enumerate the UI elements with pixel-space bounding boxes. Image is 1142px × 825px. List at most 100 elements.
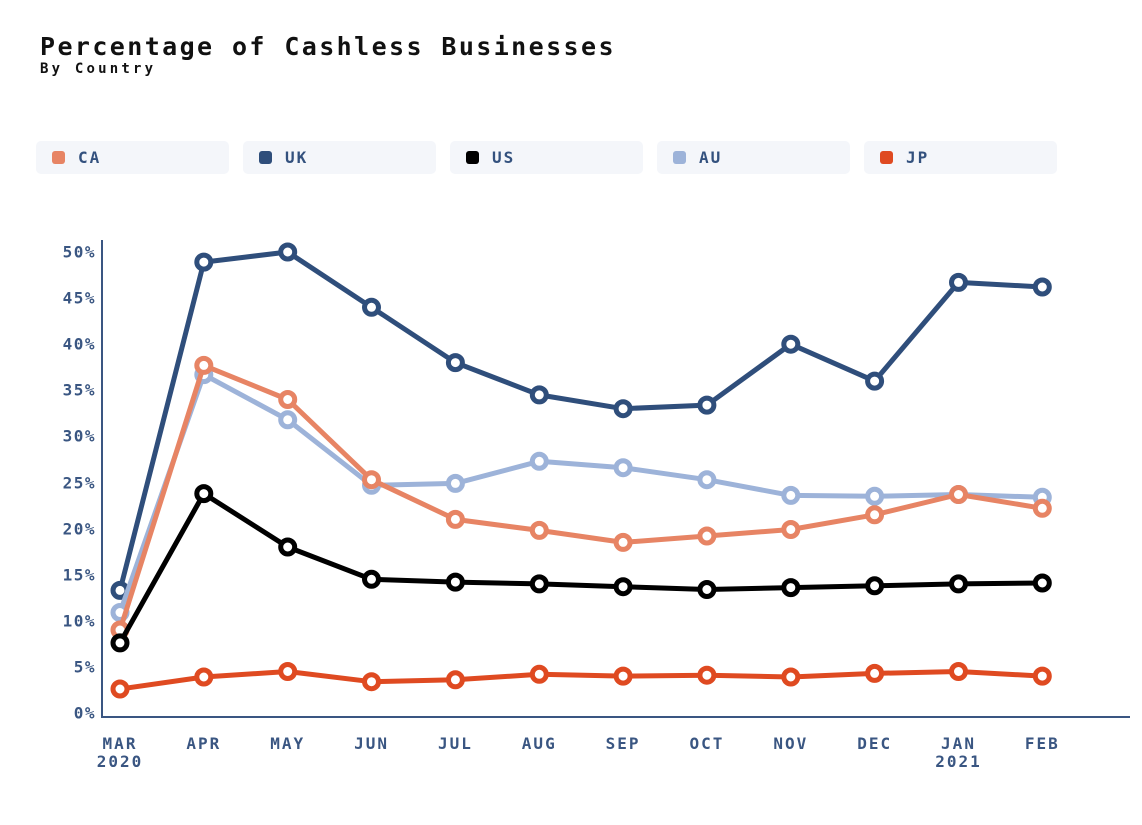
legend-label: US: [492, 148, 516, 167]
data-point-uk-nov: [781, 334, 801, 354]
legend-swatch-jp: [880, 151, 893, 164]
data-point-jp-dec: [865, 663, 885, 683]
data-point-uk-dec: [865, 371, 885, 391]
x-tick-label: MAR: [102, 734, 138, 753]
y-tick-label: 50%: [62, 242, 96, 262]
legend-item-us[interactable]: US: [450, 141, 643, 174]
series-line-uk: [117, 249, 1043, 592]
data-point-uk-jun: [362, 297, 381, 317]
series-line-jp: [119, 669, 1043, 692]
x-year-label: 2021: [935, 752, 982, 771]
data-point-au-nov: [781, 485, 801, 505]
data-point-uk-apr: [194, 252, 214, 272]
y-tick-label: 10%: [62, 611, 96, 631]
data-point-us-mar: [110, 633, 130, 653]
legend-item-jp[interactable]: JP: [864, 141, 1057, 174]
data-point-uk-sep: [613, 399, 633, 419]
data-point-us-dec: [865, 576, 885, 596]
data-point-us-jan: [949, 574, 968, 594]
data-point-jp-aug: [529, 664, 549, 684]
series-line-ca: [117, 362, 1043, 631]
legend-label: AU: [699, 148, 723, 167]
data-point-au-jul: [445, 473, 465, 493]
data-point-us-may: [278, 537, 298, 557]
x-tick-label: APR: [186, 734, 222, 753]
data-point-au-mar: [110, 603, 130, 622]
x-tick-label: DEC: [857, 734, 893, 753]
data-point-ca-feb: [1032, 498, 1052, 518]
data-point-au-apr: [194, 365, 214, 385]
data-point-au-dec: [865, 486, 885, 506]
legend-swatch-us: [466, 151, 479, 164]
x-tick-label: FEB: [1024, 734, 1060, 753]
data-point-jp-oct: [697, 665, 717, 685]
x-tick-label: JUL: [437, 734, 473, 753]
data-point-ca-jul: [445, 509, 465, 529]
data-point-jp-jul: [445, 670, 465, 690]
chart-subtitle: By Country: [40, 61, 157, 77]
data-point-ca-mar: [110, 620, 130, 640]
data-point-jp-mar: [110, 679, 130, 699]
data-point-au-oct: [697, 470, 717, 490]
legend-swatch-ca: [52, 151, 65, 164]
data-point-uk-jan: [949, 272, 968, 292]
data-point-us-oct: [697, 580, 717, 599]
y-tick-label: 20%: [62, 519, 96, 539]
legend-label: CA: [78, 148, 102, 167]
data-point-jp-nov: [781, 667, 801, 687]
y-tick-label: 15%: [62, 565, 96, 585]
data-point-au-sep: [613, 458, 633, 478]
series-line-au: [117, 372, 1043, 614]
data-point-au-aug: [529, 451, 549, 471]
chart-title: Percentage of Cashless Businesses: [40, 32, 616, 61]
x-tick-label: JUN: [354, 734, 389, 753]
x-tick-label: OCT: [689, 734, 725, 753]
data-point-jp-feb: [1032, 666, 1052, 686]
data-point-uk-aug: [529, 385, 549, 405]
y-tick-label: 25%: [62, 473, 96, 492]
legend-label: JP: [906, 148, 930, 167]
data-point-jp-may: [278, 662, 298, 681]
data-point-us-nov: [781, 578, 801, 598]
data-point-uk-feb: [1032, 277, 1052, 297]
data-point-au-may: [278, 410, 298, 430]
data-point-jp-sep: [613, 666, 633, 686]
legend-swatch-uk: [259, 151, 272, 164]
data-point-uk-may: [278, 242, 298, 262]
data-point-us-jun: [362, 569, 381, 589]
data-point-ca-nov: [781, 520, 801, 539]
data-point-jp-apr: [194, 667, 214, 687]
data-point-us-sep: [613, 577, 633, 597]
data-point-uk-mar: [110, 580, 130, 600]
data-point-ca-may: [278, 390, 298, 409]
x-tick-label: NOV: [773, 734, 809, 753]
data-point-us-apr: [194, 484, 214, 504]
legend-item-au[interactable]: AU: [657, 141, 850, 174]
data-point-ca-aug: [529, 520, 549, 540]
x-tick-label: SEP: [605, 734, 641, 753]
x-tick-label: MAY: [270, 734, 306, 753]
data-point-ca-jan: [949, 485, 968, 504]
data-point-ca-apr: [194, 355, 214, 375]
y-tick-label: 35%: [62, 380, 96, 400]
series-line-us: [117, 491, 1043, 645]
data-point-uk-oct: [697, 395, 717, 415]
legend-item-ca[interactable]: CA: [36, 141, 229, 174]
x-year-label: 2020: [96, 752, 144, 771]
y-tick-label: 40%: [62, 334, 96, 354]
y-tick-label: 5%: [73, 657, 96, 677]
x-tick-label: JAN: [941, 734, 976, 753]
legend-label: UK: [285, 148, 309, 167]
y-tick-label: 45%: [62, 288, 96, 308]
data-point-au-jun: [362, 475, 381, 495]
data-point-us-feb: [1032, 573, 1052, 593]
data-point-us-aug: [529, 574, 549, 594]
data-point-ca-jun: [362, 470, 381, 490]
data-point-ca-oct: [697, 526, 717, 546]
data-point-jp-jun: [362, 672, 381, 692]
legend: CA UK US AU JP: [36, 141, 1058, 174]
legend-swatch-au: [673, 151, 686, 164]
legend-item-uk[interactable]: UK: [243, 141, 436, 174]
